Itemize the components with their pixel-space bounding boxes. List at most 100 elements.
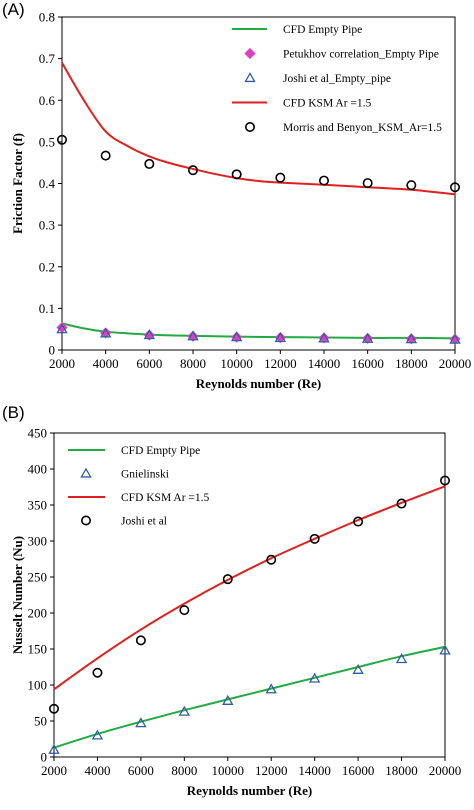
legend-label: CFD KSM Ar =1.5 [283, 98, 372, 110]
data-point [143, 329, 155, 341]
x-tick-label: 10000 [212, 763, 245, 778]
data-point [309, 533, 320, 544]
panel-label: (B) [2, 403, 25, 422]
x-tick-label: 4000 [93, 356, 119, 371]
y-tick-label: 0.7 [39, 51, 56, 66]
legend-label: CFD KSM Ar =1.5 [121, 492, 210, 504]
data-point [135, 717, 147, 728]
data-point [395, 653, 408, 664]
y-tick-label: 400 [28, 462, 48, 477]
x-tick-label: 16000 [342, 763, 375, 778]
series-line [61, 62, 456, 196]
plot-frame [53, 432, 446, 758]
y-tick-label: 200 [28, 606, 48, 621]
data-point [231, 169, 242, 180]
data-point [56, 134, 67, 145]
x-tick-label: 10000 [220, 356, 253, 371]
y-tick-label: 0.4 [39, 176, 56, 191]
y-tick-label: 0.8 [39, 10, 55, 25]
y-tick-label: 0 [41, 750, 48, 765]
data-point [56, 323, 68, 334]
data-point [48, 703, 59, 714]
data-point [396, 498, 407, 509]
data-point [99, 327, 112, 338]
legend-label: Petukhov correlation_Empty Pipe [283, 49, 439, 61]
legend-marker [80, 467, 92, 478]
x-tick-label: 14000 [298, 763, 331, 778]
data-point [92, 667, 103, 678]
x-tick-label: 2000 [41, 763, 67, 778]
y-tick-label: 150 [28, 642, 48, 657]
data-point [187, 330, 199, 342]
y-tick-label: 0.6 [39, 93, 56, 108]
data-point [318, 175, 329, 186]
data-point [352, 663, 364, 674]
y-tick-label: 0.3 [39, 218, 55, 233]
y-axis-title: Nusselt Number (Nu) [10, 536, 25, 654]
data-point [449, 333, 461, 344]
data-point [405, 333, 418, 344]
x-tick-label: 4000 [84, 763, 110, 778]
data-point [91, 729, 104, 740]
data-point [308, 672, 321, 683]
data-point [353, 516, 364, 527]
x-axis-title: Reynolds number (Re) [196, 376, 321, 391]
data-point [179, 605, 190, 616]
x-tick-label: 8000 [180, 356, 206, 371]
y-tick-label: 0 [49, 343, 56, 358]
data-point [361, 332, 374, 343]
data-point [48, 743, 60, 754]
data-point [222, 574, 233, 585]
data-point [318, 332, 330, 344]
legend-label: Morris and Benyon_KSM_Ar=1.5 [283, 122, 442, 134]
y-tick-label: 0.5 [39, 134, 55, 149]
data-point [405, 333, 417, 345]
data-point [100, 327, 112, 339]
x-tick-label: 14000 [308, 356, 341, 371]
legend-label: CFD Empty Pipe [283, 24, 362, 36]
data-point [100, 150, 111, 161]
x-tick-label: 16000 [351, 356, 384, 371]
y-axis-title: Friction Factor (f) [10, 133, 25, 234]
y-tick-label: 450 [28, 426, 48, 441]
data-point [143, 329, 156, 340]
x-tick-label: 18000 [385, 763, 418, 778]
legend-label: Joshi et al [121, 516, 167, 528]
x-tick-label: 20000 [429, 763, 462, 778]
legend-marker [81, 515, 92, 526]
x-tick-label: 20000 [439, 356, 472, 371]
x-tick-label: 12000 [255, 763, 288, 778]
y-tick-label: 0.1 [39, 301, 55, 316]
data-point [187, 330, 199, 341]
legend-label: CFD Empty Pipe [121, 445, 200, 457]
data-point [406, 180, 417, 191]
data-point [318, 332, 330, 343]
data-point [362, 332, 374, 344]
legend-marker [244, 72, 256, 83]
x-tick-label: 6000 [136, 356, 162, 371]
plot-frame [61, 16, 456, 351]
series-line [53, 485, 446, 691]
x-axis-title: Reynolds number (Re) [187, 783, 312, 798]
y-tick-label: 300 [28, 534, 48, 549]
data-point [231, 331, 243, 343]
data-point [135, 635, 146, 646]
data-point [274, 332, 287, 343]
data-point [439, 475, 450, 486]
data-point [144, 158, 155, 169]
data-point [266, 554, 277, 565]
x-tick-label: 6000 [128, 763, 154, 778]
series-line [53, 645, 446, 749]
y-tick-label: 250 [28, 570, 48, 585]
data-point [275, 172, 286, 183]
x-tick-label: 8000 [171, 763, 197, 778]
data-point [449, 333, 461, 345]
legend-marker [244, 47, 256, 60]
panel-label: (A) [2, 0, 25, 19]
x-tick-label: 12000 [264, 356, 297, 371]
data-point [439, 644, 451, 655]
legend-label: Joshi et al_Empty_pipe [283, 73, 391, 85]
panel-a: (A) 2000 4000 6000 8000 10000 12000 14000 16000 1… [2, 0, 471, 391]
data-point [230, 331, 243, 342]
